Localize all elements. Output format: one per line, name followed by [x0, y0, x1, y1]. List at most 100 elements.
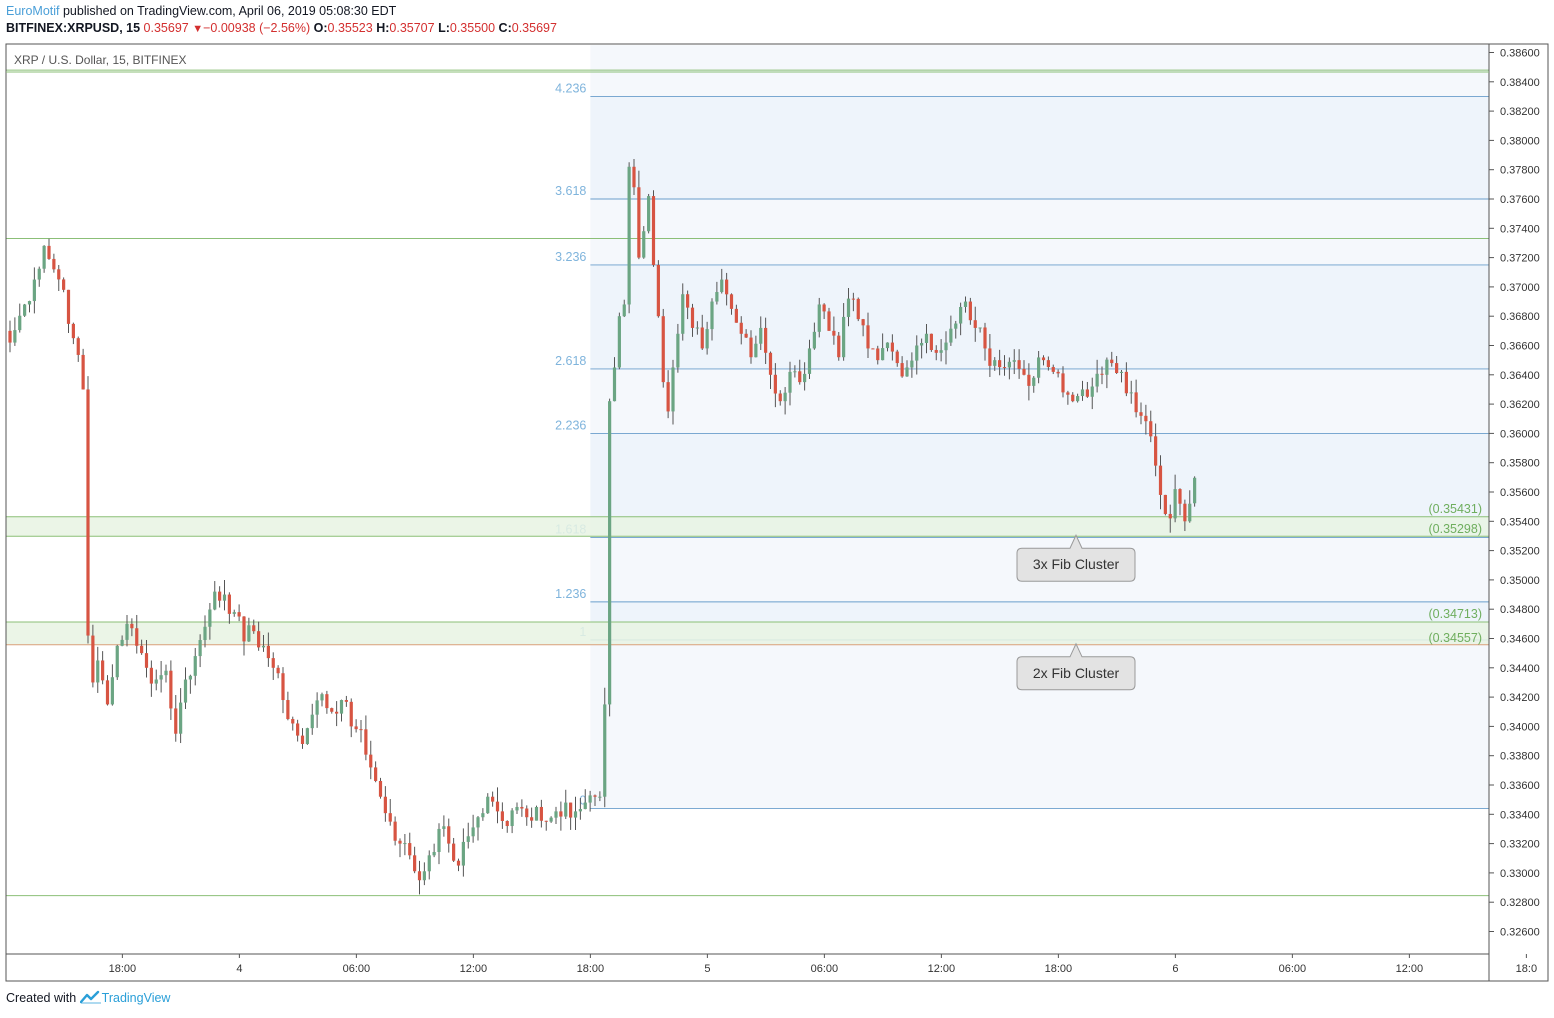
candle-body[interactable] — [1154, 436, 1158, 466]
candle-body[interactable] — [754, 343, 758, 358]
candle-body[interactable] — [344, 700, 348, 702]
candle-body[interactable] — [788, 371, 792, 393]
candle-body[interactable] — [598, 796, 602, 798]
callout-box[interactable] — [1016, 534, 1136, 582]
candle-body[interactable] — [447, 826, 451, 844]
candle-body[interactable] — [695, 327, 699, 329]
candle-body[interactable] — [213, 591, 217, 610]
candle-body[interactable] — [8, 330, 12, 343]
candle-body[interactable] — [1119, 371, 1124, 373]
candle-body[interactable] — [1115, 363, 1119, 373]
candle-body[interactable] — [1163, 494, 1167, 514]
candle-body[interactable] — [530, 817, 534, 821]
candle-body[interactable] — [637, 187, 641, 258]
candle-body[interactable] — [593, 795, 597, 797]
candle-body[interactable] — [1158, 465, 1163, 495]
candle-body[interactable] — [42, 245, 46, 269]
candle-body[interactable] — [944, 342, 948, 351]
candle-body[interactable] — [1051, 367, 1055, 372]
candle-body[interactable] — [417, 871, 422, 881]
candle-body[interactable] — [744, 333, 748, 338]
candle-body[interactable] — [588, 795, 592, 803]
candle-body[interactable] — [271, 658, 275, 668]
candle-body[interactable] — [725, 279, 729, 295]
candle-body[interactable] — [895, 351, 899, 364]
callout-box[interactable] — [1016, 642, 1136, 691]
candle-body[interactable] — [1071, 394, 1075, 402]
candle-body[interactable] — [261, 645, 266, 648]
candle-body[interactable] — [924, 333, 929, 343]
candle-body[interactable] — [793, 371, 797, 373]
candle-body[interactable] — [651, 196, 656, 265]
candle-body[interactable] — [890, 342, 894, 352]
candle-body[interactable] — [720, 279, 724, 293]
candle-body[interactable] — [242, 616, 246, 642]
candle-body[interactable] — [198, 640, 202, 657]
author-link[interactable]: EuroMotif — [6, 4, 60, 18]
candle-body[interactable] — [110, 677, 114, 705]
candle-body[interactable] — [1105, 359, 1109, 375]
candle-body[interactable] — [388, 813, 392, 822]
candle-body[interactable] — [798, 371, 802, 383]
candle-body[interactable] — [764, 327, 768, 353]
candle-body[interactable] — [252, 625, 256, 632]
candle-body[interactable] — [374, 767, 378, 781]
candle-body[interactable] — [154, 679, 158, 684]
candle-body[interactable] — [768, 352, 773, 375]
candle-body[interactable] — [1085, 389, 1089, 397]
candle-body[interactable] — [729, 294, 734, 309]
candle-body[interactable] — [495, 801, 500, 812]
candle-body[interactable] — [525, 808, 529, 818]
candle-body[interactable] — [569, 802, 573, 818]
candle-body[interactable] — [432, 851, 436, 856]
candle-body[interactable] — [91, 635, 95, 683]
candle-body[interactable] — [856, 298, 860, 320]
candle-body[interactable] — [66, 289, 71, 324]
candle-body[interactable] — [1017, 360, 1021, 369]
candle-body[interactable] — [934, 349, 938, 353]
candle-body[interactable] — [1149, 421, 1153, 437]
candle-body[interactable] — [564, 802, 568, 817]
candle-body[interactable] — [37, 268, 41, 280]
candle-body[interactable] — [130, 623, 134, 629]
symbol-label[interactable]: BITFINEX:XRPUSD, 15 — [6, 21, 141, 35]
candle-body[interactable] — [773, 374, 777, 394]
candle-body[interactable] — [539, 806, 543, 821]
candle-body[interactable] — [783, 392, 787, 402]
candle-body[interactable] — [885, 342, 890, 349]
candle-body[interactable] — [232, 612, 236, 614]
candle-body[interactable] — [266, 645, 270, 659]
candle-body[interactable] — [647, 196, 651, 232]
candle-body[interactable] — [676, 333, 680, 368]
candle-body[interactable] — [393, 821, 397, 841]
candle-body[interactable] — [466, 836, 470, 842]
candle-body[interactable] — [101, 660, 105, 681]
candle-body[interactable] — [115, 645, 119, 678]
candle-body[interactable] — [603, 704, 607, 797]
candle-body[interactable] — [822, 304, 826, 312]
candle-body[interactable] — [1124, 371, 1128, 394]
candle-body[interactable] — [549, 817, 553, 822]
candle-body[interactable] — [983, 327, 987, 349]
candle-body[interactable] — [179, 702, 183, 734]
candle-body[interactable] — [296, 723, 300, 736]
candle-body[interactable] — [1066, 392, 1070, 395]
candle-body[interactable] — [188, 675, 192, 680]
candle-body[interactable] — [1095, 373, 1099, 387]
candle-body[interactable] — [208, 609, 212, 627]
candle-body[interactable] — [1173, 489, 1177, 519]
candle-body[interactable] — [817, 304, 821, 332]
candle-body[interactable] — [778, 393, 782, 402]
candle-body[interactable] — [1027, 374, 1031, 386]
candle-body[interactable] — [554, 811, 558, 818]
candle-body[interactable] — [905, 367, 909, 377]
candle-body[interactable] — [18, 315, 22, 331]
candle-body[interactable] — [437, 828, 441, 852]
candle-body[interactable] — [1193, 477, 1197, 504]
candle-body[interactable] — [690, 307, 695, 328]
candle-body[interactable] — [1144, 415, 1148, 422]
candle-body[interactable] — [222, 594, 227, 601]
candle-body[interactable] — [988, 348, 992, 366]
candle-body[interactable] — [276, 667, 280, 674]
candle-body[interactable] — [422, 871, 426, 881]
